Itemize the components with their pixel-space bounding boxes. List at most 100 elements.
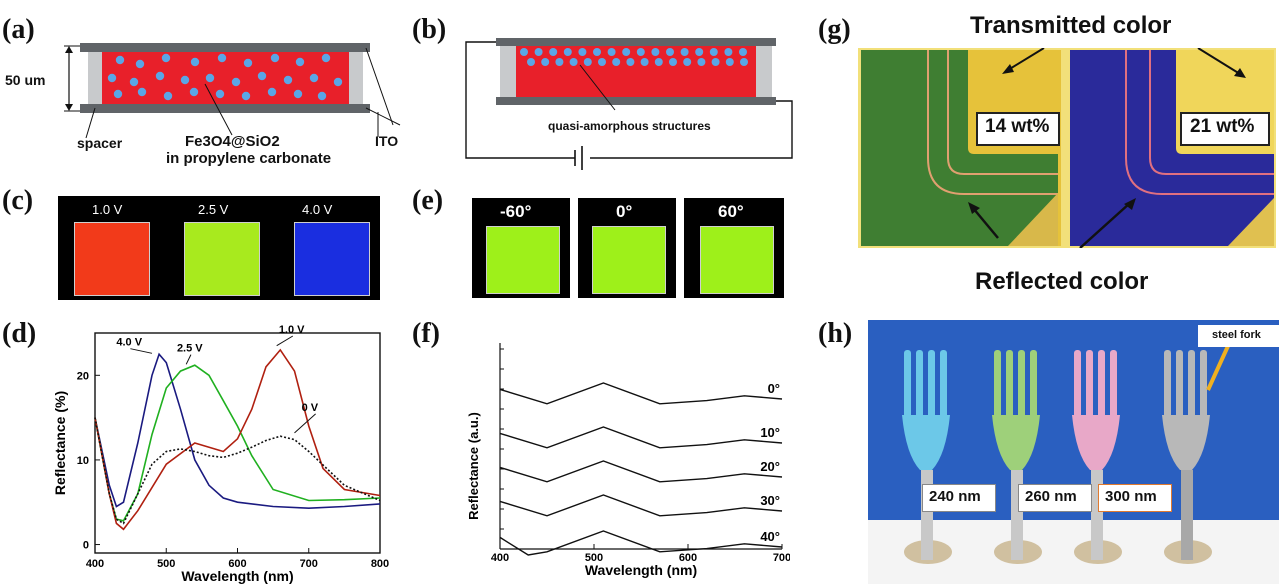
particle-dot xyxy=(636,48,645,56)
particle-dot xyxy=(180,75,190,85)
angle-annotation: 0° xyxy=(768,381,780,396)
panel-label-d: (d) xyxy=(2,318,37,349)
annotation-arrow xyxy=(185,354,192,365)
particle-dot xyxy=(669,58,677,66)
ito-label: ITO xyxy=(375,133,399,149)
x-axis-label: Wavelength (nm) xyxy=(585,562,697,578)
particle-dot xyxy=(598,58,606,66)
panel-label-e: (e) xyxy=(412,185,444,216)
particle-dot xyxy=(189,87,199,97)
top-ito-plate xyxy=(80,43,370,52)
thickness-label: 50 um xyxy=(5,72,46,88)
particle-dot xyxy=(205,73,215,83)
particle-dot xyxy=(137,87,147,97)
particle-dot xyxy=(190,57,200,67)
x-axis-label: Wavelength (nm) xyxy=(181,568,293,584)
panel-label-f: (f) xyxy=(412,318,440,349)
spectrum-line-0 xyxy=(499,382,783,405)
x-tick-label: 500 xyxy=(157,558,175,570)
particle-dot xyxy=(115,55,125,65)
size-label: 260 nm xyxy=(1025,488,1077,505)
panel-label-b: (b) xyxy=(412,14,447,45)
x-tick-label: 400 xyxy=(86,558,104,570)
concentration-right-label: 21 wt% xyxy=(1190,116,1255,137)
angle-label: -60° xyxy=(500,202,532,221)
particle-dot xyxy=(593,48,601,56)
left-spacer xyxy=(88,52,102,104)
bottom-ito-plate xyxy=(80,104,370,113)
concentration-box xyxy=(976,112,1060,146)
particle-dot xyxy=(135,59,145,69)
particle-dot xyxy=(257,71,267,81)
voltage-label: 2.5 V xyxy=(198,202,229,217)
blue-reflected-region xyxy=(1070,50,1274,246)
steel-fork-label: steel fork xyxy=(1212,329,1261,341)
x-tick-label: 600 xyxy=(228,558,246,570)
x-tick-label: 400 xyxy=(491,552,509,564)
particle-dot xyxy=(527,58,535,66)
particle-dot xyxy=(711,58,720,66)
particle-dot xyxy=(113,89,123,99)
angle-annotation: 10° xyxy=(760,425,780,440)
particle-dot xyxy=(583,58,592,66)
particle-dot xyxy=(740,58,748,66)
particle-dot xyxy=(321,53,331,63)
reflectance-voltage-chart: 400 500 600 700 800 0 10 20 4.0 V 2.5 V 1.0 V 0 V Wa… xyxy=(52,325,389,584)
series-line-25V xyxy=(94,364,381,522)
green-cell-swatch xyxy=(592,226,666,294)
y-tick-label: 10 xyxy=(77,455,89,467)
series-line-0V xyxy=(94,417,381,525)
transmitted-color-label: Transmitted color xyxy=(970,12,1172,39)
green-cell-swatch xyxy=(700,226,774,294)
x-tick-label: 500 xyxy=(585,552,603,564)
spectrum-line-10 xyxy=(499,426,783,449)
particle-dot xyxy=(267,87,277,97)
reflected-color-label: Reflected color xyxy=(975,268,1149,295)
spacer-label: spacer xyxy=(77,135,123,151)
particle-dot xyxy=(317,91,327,101)
spectrum-line-40 xyxy=(499,530,783,556)
fork-2 xyxy=(1072,350,1120,560)
voltage-label: 1.0 V xyxy=(92,202,123,217)
particle-dot xyxy=(739,48,747,56)
particle-dot xyxy=(607,48,616,56)
angle-annotation: 40° xyxy=(760,529,780,544)
size-box xyxy=(1098,484,1172,512)
spectrum-line-20 xyxy=(499,460,783,483)
x-tick-label: 600 xyxy=(679,552,697,564)
panel-b-schematic xyxy=(465,38,793,170)
size-box xyxy=(922,484,996,512)
series-line-10V xyxy=(94,348,381,531)
panel-g-photo: 14 wt% 21 wt% xyxy=(858,48,1276,248)
concentration-left-label: 14 wt% xyxy=(985,116,1050,137)
particle-dot xyxy=(163,91,173,101)
fork-3 xyxy=(1162,350,1210,560)
particle-dot xyxy=(309,73,319,83)
panel-h-photo: steel fork 240 nm 260 nm 300 nm xyxy=(868,320,1279,584)
particle-dot xyxy=(563,48,572,56)
angle-label: 60° xyxy=(718,202,744,221)
particle-dot xyxy=(666,48,674,56)
particle-dot xyxy=(217,53,227,63)
particle-dot xyxy=(569,58,578,66)
series-line-40V xyxy=(94,352,381,510)
green-reflected-region xyxy=(861,50,1058,246)
green-cell-swatch xyxy=(184,222,260,296)
particle-dot xyxy=(680,48,689,56)
particle-dot xyxy=(541,58,550,66)
particle-dots xyxy=(107,53,343,101)
particle-dot xyxy=(626,58,635,66)
particle-dot xyxy=(295,57,305,67)
particle-formula-label: Fe3O4@SiO2 xyxy=(185,133,280,150)
particle-dot xyxy=(697,58,706,66)
particle-dot xyxy=(333,77,343,87)
particle-dot xyxy=(640,58,649,66)
x-tick-label: 800 xyxy=(371,558,389,570)
particle-dot xyxy=(107,73,117,83)
particle-dot xyxy=(241,91,251,101)
series-annotation: 1.0 V xyxy=(279,325,305,336)
red-cell-swatch xyxy=(74,222,150,296)
panel-label-a: (a) xyxy=(2,14,35,45)
particle-dot xyxy=(725,58,734,66)
y-axis-label: Reflectance (a.u.) xyxy=(466,412,481,520)
